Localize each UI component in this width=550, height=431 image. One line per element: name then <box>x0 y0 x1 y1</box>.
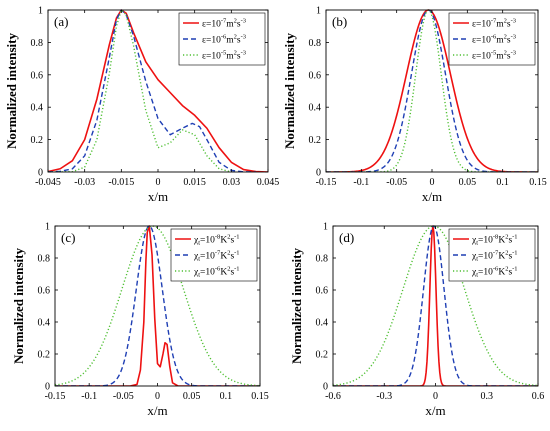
y-tick-label: 0.2 <box>316 350 329 361</box>
x-tick-label: -0.045 <box>35 177 61 188</box>
y-tick-label: 0.8 <box>38 254 51 265</box>
series-line-3 <box>55 225 260 386</box>
x-tick-label: 0.15 <box>529 177 547 188</box>
x-tick-label: 0.05 <box>183 391 201 402</box>
x-tick-label: -0.3 <box>376 391 392 402</box>
x-tick-label: -0.15 <box>45 391 66 402</box>
y-tick-label: 0.6 <box>38 286 51 297</box>
panel-b: -0.15 -0.1 -0.05 0 0.05 0.1 0.15 0 0.2 0.4 0.6 0.8 1… <box>282 6 547 205</box>
legend-label-3: χt=10-6K2s-1 <box>471 266 518 279</box>
x-tick-label: -0.015 <box>108 177 134 188</box>
y-tick-label: 0 <box>45 382 50 393</box>
x-tick-label: -0.1 <box>353 177 369 188</box>
series-line-3 <box>48 9 232 172</box>
y-axis-label: Normalized intensity <box>4 33 19 149</box>
panel-label: (a) <box>54 14 68 29</box>
y-tick-label: 0.6 <box>316 286 329 297</box>
panel-label: (b) <box>332 14 347 29</box>
x-tick-label: -0.05 <box>113 391 134 402</box>
y-tick-label: 1 <box>45 222 50 233</box>
legend-label-3: ε=10-5m2s-3 <box>202 50 246 62</box>
y-tick-label: 0.2 <box>31 135 44 146</box>
panel-c: -0.15 -0.1 -0.05 0 0.05 0.1 0.15 0 0.2 0.4 0.6 0.8 1… <box>11 222 269 419</box>
y-tick-label: 0.8 <box>316 254 329 265</box>
x-tick-label: 0.045 <box>257 177 280 188</box>
y-tick-label: 0.6 <box>31 70 44 81</box>
y-tick-label: 0.4 <box>38 318 51 329</box>
x-tick-label: -0.03 <box>74 177 95 188</box>
y-tick-label: 1 <box>323 222 328 233</box>
series-line-2 <box>48 9 256 172</box>
x-axis-label: x/m <box>425 403 445 418</box>
legend-label-1: χt=10-8K2s-1 <box>471 234 518 247</box>
x-tick-label: 0.05 <box>459 177 477 188</box>
y-tick-label: 0.6 <box>309 70 322 81</box>
legend: χt=10-8K2s-1 χt=10-7K2s-1 χt=10-6K2s-1 <box>170 228 258 282</box>
y-tick-label: 1 <box>38 6 43 17</box>
x-axis-label: x/m <box>148 189 168 204</box>
y-tick-label: 0.8 <box>31 38 44 49</box>
y-tick-label: 0.4 <box>31 103 44 114</box>
y-tick-label: 0.2 <box>38 350 51 361</box>
legend-label-2: ε=10-6m2s-3 <box>202 34 246 46</box>
x-tick-label: 0.015 <box>183 177 206 188</box>
x-tick-label: 0.1 <box>496 177 509 188</box>
y-tick-label: 0.4 <box>316 318 329 329</box>
y-axis-label: Normalized intensity <box>11 248 26 364</box>
y-axis-label: Normalized intensity <box>282 33 297 149</box>
panel-a: -0.045 -0.03 -0.015 0 0.015 0.03 0.045 0 0.2 0.4 0… <box>4 6 279 205</box>
x-tick-label: 0 <box>155 391 160 402</box>
x-tick-label: 0.15 <box>251 391 269 402</box>
y-axis-label: Normalized intensity <box>289 248 304 364</box>
series-line-1 <box>333 225 538 386</box>
panel-label: (c) <box>61 230 75 245</box>
x-tick-label: 0.3 <box>481 391 494 402</box>
y-tick-label: 0.4 <box>309 103 322 114</box>
series-line-3 <box>333 225 538 386</box>
legend-label-3: χt=10-6K2s-1 <box>193 266 240 279</box>
y-tick-label: 0 <box>316 168 321 179</box>
x-tick-label: -0.15 <box>316 177 337 188</box>
x-tick-label: 0 <box>433 391 438 402</box>
legend: ε=10-7m2s-3 ε=10-6m2s-3 ε=10-5m2s-3 <box>448 12 536 66</box>
x-tick-label: -0.6 <box>325 391 341 402</box>
x-tick-label: 0 <box>430 177 435 188</box>
legend: ε=10-7m2s-3 ε=10-6m2s-3 ε=10-5m2s-3 <box>178 12 266 66</box>
x-axis-label: x/m <box>147 403 167 418</box>
y-tick-label: 0.8 <box>309 38 322 49</box>
y-tick-label: 0 <box>38 168 43 179</box>
x-axis-label: x/m <box>422 189 442 204</box>
y-tick-label: 1 <box>316 6 321 17</box>
y-tick-label: 0 <box>323 382 328 393</box>
panel-label: (d) <box>339 230 354 245</box>
x-tick-label: -0.05 <box>386 177 407 188</box>
legend: χt=10-8K2s-1 χt=10-7K2s-1 χt=10-6K2s-1 <box>448 228 536 282</box>
x-tick-label: 0.6 <box>532 391 545 402</box>
legend-label-2: ε=10-6m2s-3 <box>472 34 516 46</box>
legend-label-2: χt=10-7K2s-1 <box>193 250 240 263</box>
x-tick-label: 0.03 <box>223 177 241 188</box>
series-line-1 <box>48 9 268 172</box>
legend-label-1: ε=10-7m2s-3 <box>202 18 246 30</box>
x-tick-label: -0.1 <box>81 391 97 402</box>
panel-d: -0.6 -0.3 0 0.3 0.6 0 0.2 0.4 0.6 0.8 1 x/m Normaliz… <box>289 222 544 419</box>
legend-label-2: χt=10-7K2s-1 <box>471 250 518 263</box>
legend-label-1: χt=10-8K2s-1 <box>193 234 240 247</box>
x-tick-label: 0 <box>156 177 161 188</box>
series-line-2 <box>55 225 260 386</box>
series-line-1 <box>55 225 260 386</box>
legend-label-1: ε=10-7m2s-3 <box>472 18 516 30</box>
y-tick-label: 0.2 <box>309 135 322 146</box>
x-tick-label: 0.1 <box>220 391 233 402</box>
legend-label-3: ε=10-5m2s-3 <box>472 50 516 62</box>
